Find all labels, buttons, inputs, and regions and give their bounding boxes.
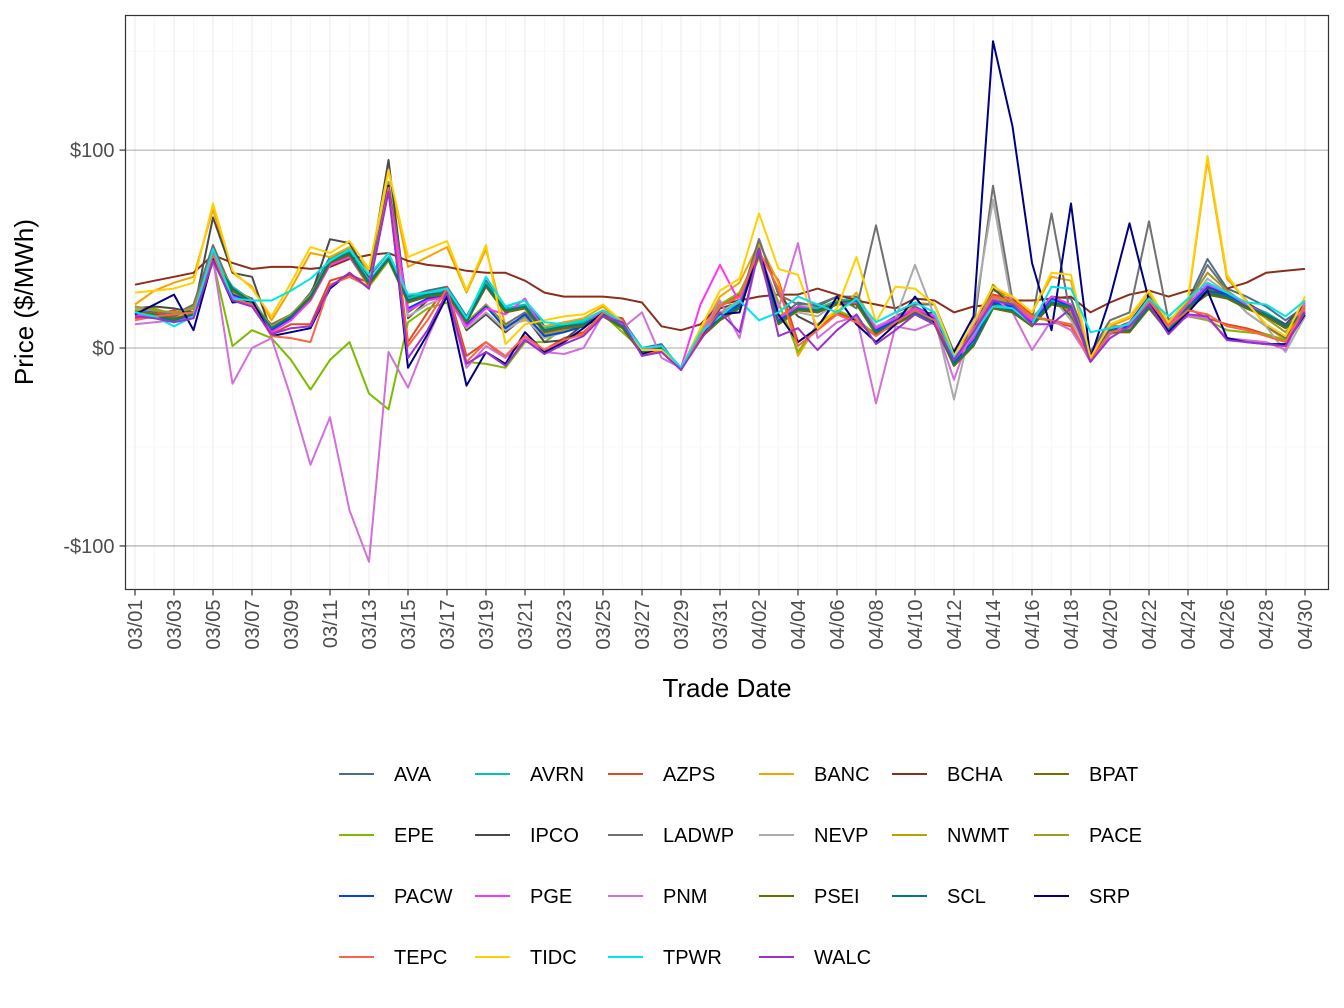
legend-label-bcha: BCHA [947,764,1003,786]
x-tick-label: 04/30 [1295,600,1317,650]
x-tick-label: 04/06 [827,600,849,650]
x-tick-label: 04/20 [1100,600,1122,650]
legend-label-pace: PACE [1089,825,1142,847]
x-tick-label: 03/13 [359,600,381,650]
legend-label-pge: PGE [530,886,572,908]
x-tick-label: 03/17 [437,600,459,650]
legend-label-tpwr: TPWR [663,947,722,969]
series-layer [134,40,1306,563]
y-tick-label: $100 [70,140,115,162]
legend-label-bpat: BPAT [1089,764,1138,786]
series-line-tepc [134,186,1306,369]
x-tick-label: 04/04 [788,600,810,650]
legend-label-pacw: PACW [394,886,453,908]
x-tick-label: 03/27 [632,600,654,650]
legend-label-ladwp: LADWP [663,825,734,847]
y-tick-label: $0 [92,338,114,360]
x-tick-label: 03/31 [710,600,732,650]
x-tick-label: 03/19 [476,600,498,650]
x-tick-label: 03/11 [320,600,342,649]
legend-label-srp: SRP [1089,886,1130,908]
series-line-walc [134,190,1306,371]
x-tick-label: 03/29 [671,600,693,650]
legend-label-tidc: TIDC [530,947,577,969]
x-tick-label: 04/02 [749,600,771,650]
legend-label-banc: BANC [814,764,870,786]
legend-label-scl: SCL [947,886,986,908]
legend-label-walc: WALC [814,947,871,969]
x-tick-label: 03/03 [164,600,186,650]
x-tick-label: 03/21 [515,600,537,650]
x-axis-title: Trade Date [662,673,791,703]
legend-label-azps: AZPS [663,764,715,786]
legend-label-tepc: TEPC [394,947,447,969]
legend: AVA AVRN AZPS BANC BCHA BPAT EPE IPCO LADWP NEVP N… [339,764,1142,969]
legend-label-avrn: AVRN [530,764,584,786]
legend-label-psei: PSEI [814,886,860,908]
y-axis-title: Price ($/MWh) [9,219,39,385]
series-line-tidc [134,155,1306,369]
x-tick-label: 04/18 [1061,600,1083,650]
x-tick-label: 03/07 [242,600,264,650]
x-tick-label: 04/08 [866,600,888,650]
x-tick-label: 03/25 [593,600,615,650]
plot-border [124,14,1330,591]
legend-label-pnm: PNM [663,886,707,908]
series-line-tpwr [134,248,1306,369]
x-tick-label: 03/05 [203,600,225,650]
legend-label-nevp: NEVP [814,825,868,847]
legend-label-ava: AVA [394,764,432,786]
series-line-banc [134,159,1306,369]
legend-label-ipco: IPCO [530,825,579,847]
x-tick-label: 03/09 [281,600,303,650]
x-tick-label: 03/01 [125,600,147,650]
x-tick-label: 04/28 [1256,600,1278,650]
axes: -$100 $0 $100 03/01 03/03 03/05 03/07 03/09 03/1… [63,140,1317,649]
x-tick-label: 04/10 [905,600,927,650]
x-tick-label: 04/16 [1022,600,1044,650]
legend-label-epe: EPE [394,825,434,847]
x-tick-label: 04/22 [1139,600,1161,650]
x-tick-label: 04/12 [944,600,966,650]
x-tick-label: 03/23 [554,600,576,650]
legend-label-nwmt: NWMT [947,825,1009,847]
y-tick-label: -$100 [63,536,114,558]
x-tick-label: 03/15 [398,600,420,650]
x-tick-label: 04/14 [983,600,1005,650]
series-line-pnm [134,242,1306,563]
x-tick-label: 04/24 [1178,600,1200,650]
x-tick-label: 04/26 [1217,600,1239,650]
